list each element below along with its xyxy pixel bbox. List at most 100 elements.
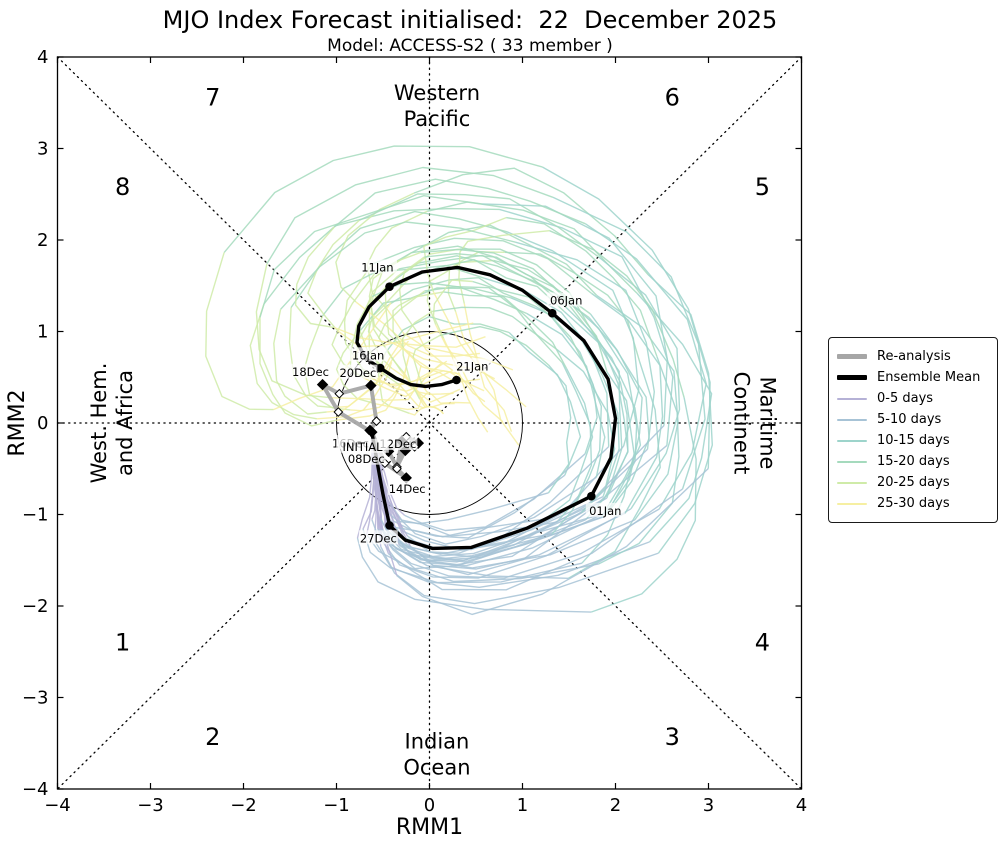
member-segment-5-10 days [393, 474, 566, 539]
member-segment-10-15 days [526, 312, 606, 478]
member-segment-15-20 days [549, 230, 685, 398]
x-tick-label: −1 [323, 795, 350, 816]
member-segment-10-15 days [544, 368, 594, 520]
member-segment-20-25 days [432, 279, 473, 339]
member-segment-10-15 days [552, 196, 706, 490]
x-tick-label: 4 [796, 795, 807, 816]
legend-item-10-15-days: 10-15 days [837, 430, 989, 451]
x-tick-label: −4 [44, 795, 71, 816]
date-labels: 16Dec12Dec08Dec14Dec18Dec20DecINITIAL27D… [290, 259, 625, 545]
member-segment-20-25 days [259, 317, 337, 427]
member-segment-15-20 days [443, 291, 568, 369]
y-axis-label: RMM2 [5, 389, 30, 456]
phase-label-4: 4 [755, 629, 770, 657]
x-tick-label: −2 [230, 795, 257, 816]
member-segment-5-10 days [396, 467, 709, 616]
axes: −4 −3 −2 −1 0 1 2 3 4 −4 −3 −2 −1 0 1 2 3 4 RMM1 RMM2 [5, 47, 807, 840]
region-label-line: Ocean [403, 756, 470, 780]
ensemble-member [371, 326, 572, 525]
y-tick-label: 0 [37, 413, 48, 434]
mean-marker-21Jan [452, 375, 461, 385]
member-segment-20-25 days [458, 230, 550, 304]
legend-line-sample [837, 460, 867, 463]
member-segment-10-15 days [567, 361, 661, 579]
member-segment-20-25 days [205, 252, 274, 411]
date-label-bg [290, 363, 330, 378]
mean-marker-01Jan [587, 491, 596, 501]
member-segment-10-15 days [636, 292, 713, 543]
member-segment-15-20 days [371, 281, 528, 315]
member-segment-15-20 days [384, 315, 510, 354]
region-label-line: Indian [405, 730, 470, 754]
member-segment-15-20 days [424, 252, 591, 315]
legend-label: 20-25 days [877, 475, 950, 490]
legend-label: 15-20 days [877, 454, 950, 469]
x-tick-label: 3 [703, 795, 714, 816]
member-segment-20-25 days [335, 192, 415, 303]
member-segment-10-15 days [542, 166, 711, 469]
member-segment-15-20 days [359, 193, 600, 258]
date-label-INITIAL: INITIAL [343, 440, 384, 454]
legend-label: 25-30 days [877, 496, 950, 511]
member-segment-15-20 days [472, 280, 588, 370]
member-segment-15-20 days [280, 221, 516, 310]
unit-circle [336, 331, 523, 515]
member-segment-15-20 days [459, 248, 605, 349]
member-segment-25-30 days [374, 370, 453, 392]
member-segment-10-15 days [508, 331, 582, 476]
region-label-line: West. Hem. [87, 363, 111, 484]
member-segment-20-25 days [255, 263, 331, 399]
ensemble-mean-track [355, 265, 618, 551]
legend-line-sample [837, 375, 867, 380]
member-segment-10-15 days [515, 241, 655, 450]
region-label-line: and Africa [113, 370, 137, 476]
member-segment-10-15 days [589, 313, 643, 514]
mean-marker-27Dec [385, 521, 394, 530]
member-segment-10-15 days [584, 347, 629, 521]
member-segment-15-20 days [358, 287, 511, 333]
legend-line-sample [837, 397, 867, 400]
date-label-11Jan: 11Jan [361, 261, 393, 275]
member-segment-25-30 days [336, 352, 411, 421]
region-label-line: Pacific [404, 107, 471, 131]
reanalysis-diamond-open [371, 416, 382, 427]
y-tick-label: −3 [22, 688, 49, 709]
ensemble-member [356, 230, 697, 613]
y-tick-label: 3 [37, 139, 48, 160]
legend-line-sample [837, 439, 867, 442]
member-segment-10-15 days [499, 208, 674, 446]
phase-label-7: 7 [205, 83, 220, 111]
member-segment-5-10 days [380, 516, 602, 563]
member-segment-25-30 days [409, 405, 432, 416]
member-segment-15-20 days [432, 306, 558, 351]
reanalysis-diamond-filled [365, 379, 377, 392]
date-label-21Jan: 21Jan [456, 359, 488, 373]
phase-label-8: 8 [115, 173, 130, 201]
member-segment-20-25 days [384, 256, 425, 344]
member-segment-20-25 days [273, 309, 327, 415]
date-label-bg [585, 502, 625, 517]
member-segment-25-30 days [435, 324, 504, 423]
member-segment-10-15 days [570, 302, 638, 512]
legend: Re-analysis Ensemble Mean 0-5 days 5-10 day… [828, 337, 998, 523]
legend-item-re-analysis: Re-analysis [837, 346, 989, 367]
member-segment-25-30 days [363, 360, 448, 387]
member-segment-15-20 days [371, 237, 593, 295]
member-segment-5-10 days [389, 508, 660, 579]
member-segment-25-30 days [421, 384, 471, 404]
diagonal-dotted-line [56, 56, 803, 790]
x-tick-label: 2 [610, 795, 621, 816]
member-segment-5-10 days [402, 445, 625, 551]
phase-labels: 1 2 3 4 5 6 7 8 [115, 83, 770, 751]
phase-label-3: 3 [665, 723, 680, 751]
member-segment-5-10 days [380, 546, 659, 605]
member-segment-20-25 days [368, 251, 422, 343]
chart-title: MJO Index Forecast initialised: 22 Decem… [162, 6, 778, 34]
member-segment-10-15 days [588, 316, 650, 517]
date-label-bg [336, 438, 389, 453]
date-label-bg [546, 292, 586, 307]
member-segment-5-10 days [390, 492, 549, 525]
chart-subtitle: Model: ACCESS-S2 ( 33 member ) [327, 36, 613, 56]
legend-label: 10-15 days [877, 433, 950, 448]
